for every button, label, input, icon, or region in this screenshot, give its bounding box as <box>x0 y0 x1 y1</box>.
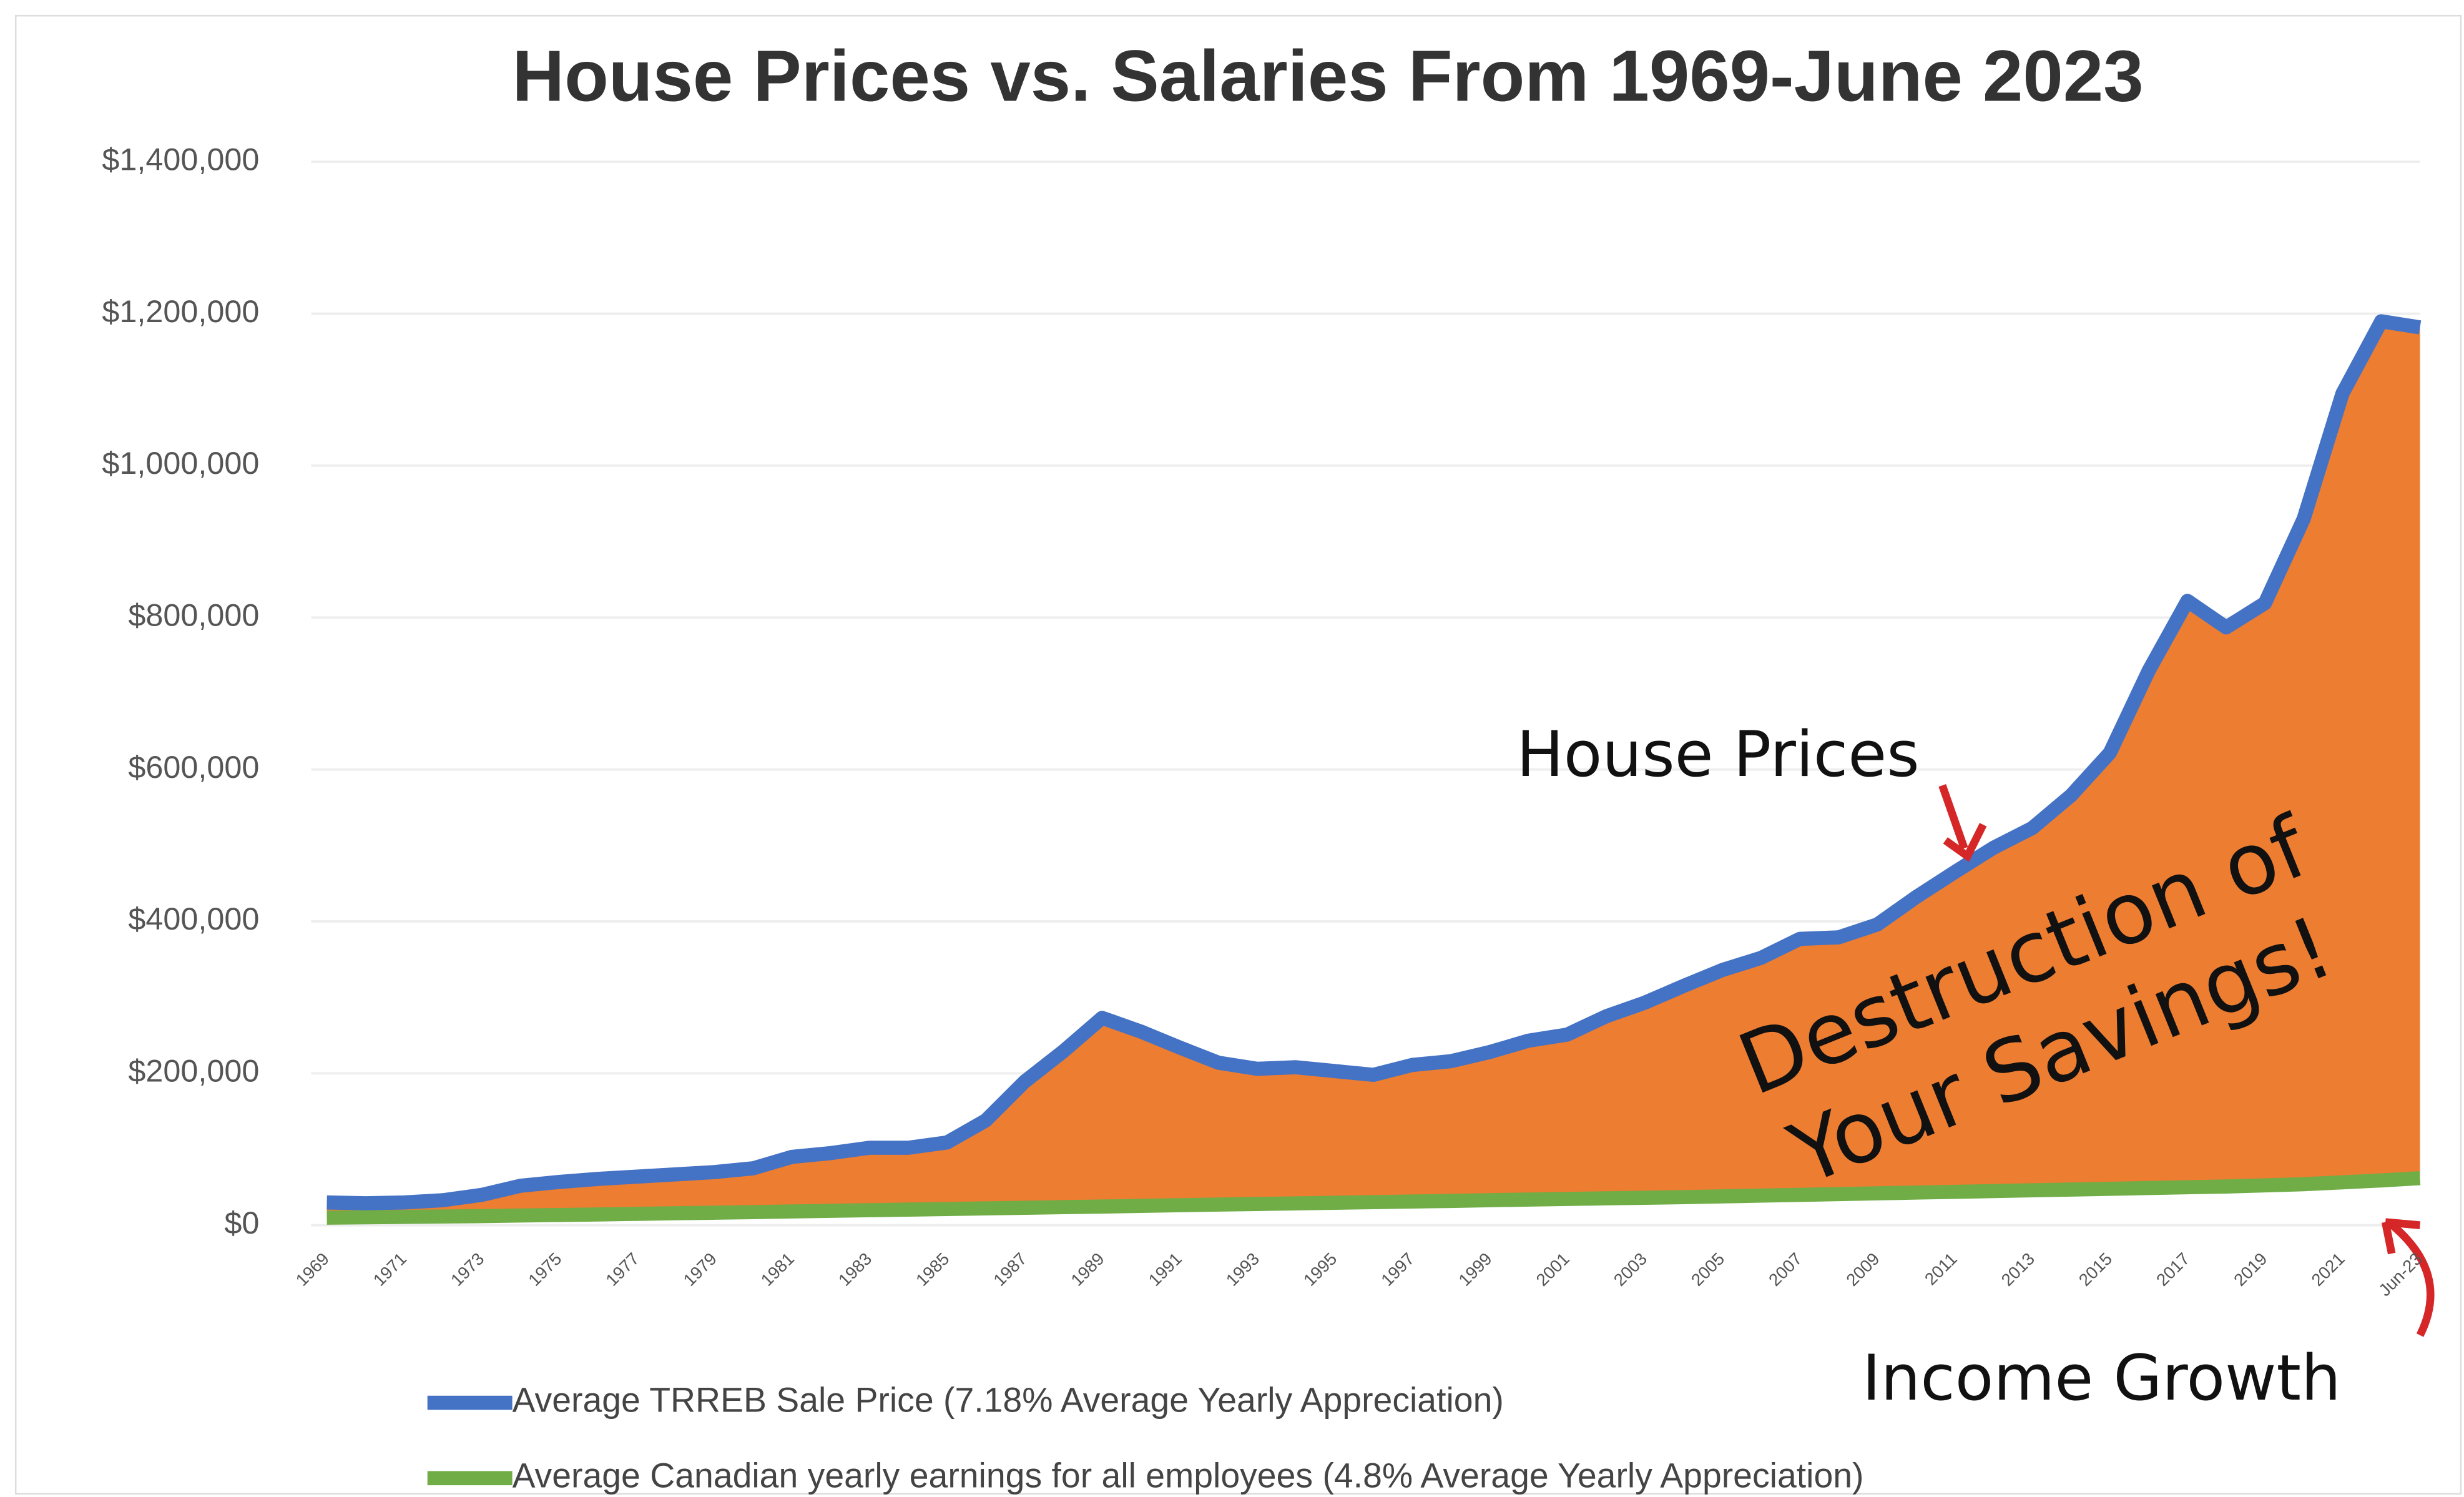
series-line <box>326 314 2422 1210</box>
y-tick-label: $1,200,000 <box>102 293 259 329</box>
y-tick-label: $1,400,000 <box>102 141 259 177</box>
y-tick-label: $600,000 <box>128 749 259 785</box>
annotation-arrow <box>2381 1218 2435 1337</box>
series-line <box>326 1171 2421 1225</box>
plot-area <box>311 160 2422 1227</box>
chart-frame <box>14 14 2462 1495</box>
legend-label: Average TRREB Sale Price (7.18% Average … <box>513 1381 1504 1420</box>
legend-label: Average Canadian yearly earnings for all… <box>513 1456 1864 1495</box>
y-tick-label: $0 <box>224 1205 259 1240</box>
y-tick-label: $800,000 <box>128 597 259 633</box>
annotation: Income Growth <box>1862 1342 2341 1415</box>
y-tick-label: $1,000,000 <box>102 445 259 481</box>
y-tick-label: $200,000 <box>128 1053 259 1089</box>
annotation-arrow <box>1938 784 1987 862</box>
y-tick-label: $400,000 <box>128 901 259 936</box>
gap-area <box>326 321 2420 1218</box>
annotation: House Prices <box>1516 718 1920 791</box>
chart-title: House Prices vs. Salaries From 1969-June… <box>512 35 2143 116</box>
